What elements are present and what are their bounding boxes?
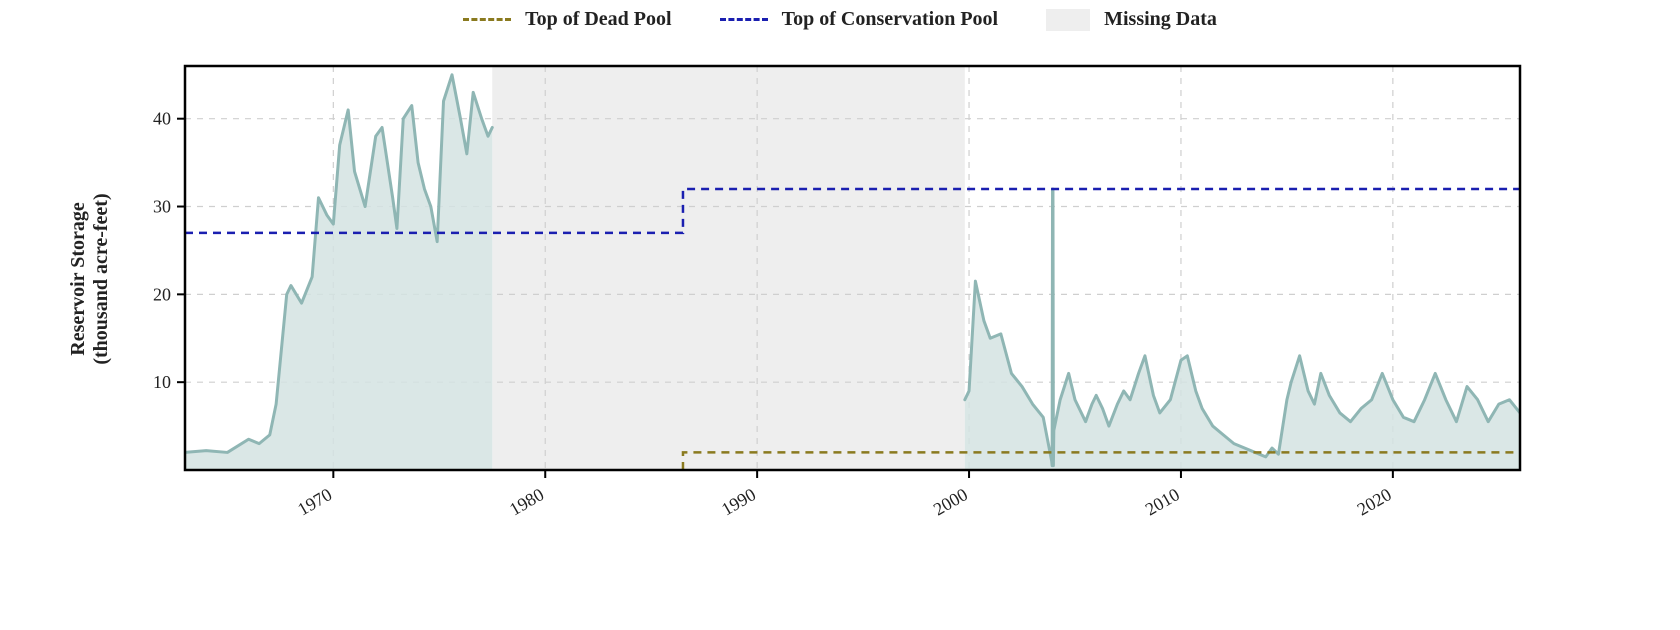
y-axis-label: Reservoir Storage (thousand acre-feet) <box>67 179 113 379</box>
legend-swatch-dead-pool <box>463 18 511 21</box>
legend-swatch-conservation-pool <box>720 18 768 21</box>
legend-item-dead-pool: Top of Dead Pool <box>463 8 672 31</box>
reservoir-storage-chart: 10203040197019801990200020102020 <box>0 0 1680 630</box>
legend-item-missing: Missing Data <box>1046 8 1217 31</box>
chart-legend: Top of Dead Pool Top of Conservation Poo… <box>0 8 1680 31</box>
svg-text:10: 10 <box>153 372 171 392</box>
legend-item-conservation-pool: Top of Conservation Pool <box>720 8 999 31</box>
legend-label: Top of Conservation Pool <box>782 8 999 31</box>
svg-text:30: 30 <box>153 197 171 217</box>
svg-text:40: 40 <box>153 109 171 129</box>
svg-text:20: 20 <box>153 284 171 304</box>
legend-swatch-missing <box>1046 9 1090 31</box>
legend-label: Missing Data <box>1104 8 1217 31</box>
legend-label: Top of Dead Pool <box>525 8 672 31</box>
